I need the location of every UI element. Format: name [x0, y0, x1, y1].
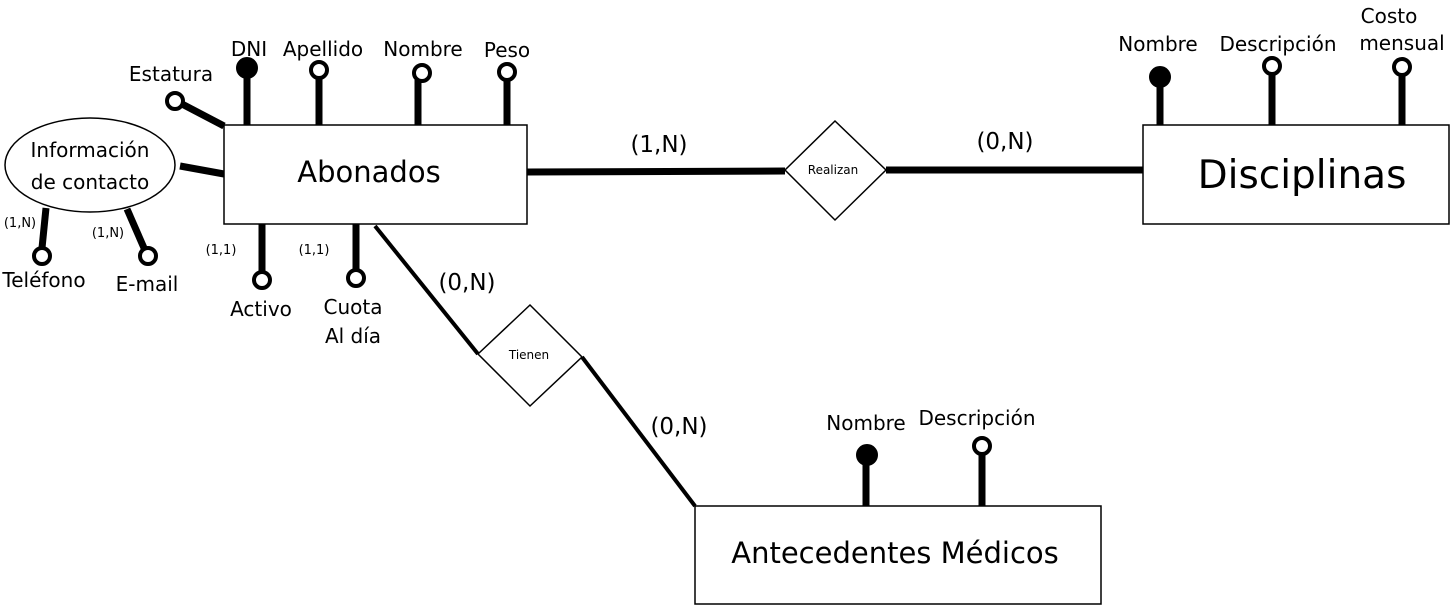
attribute-nombre-antecedente[interactable]: Nombre [826, 411, 905, 506]
key-marker-dni [238, 59, 256, 77]
attribute-nombre-abonado[interactable]: Nombre [383, 37, 462, 125]
entity-abonados[interactable]: Abonados [224, 125, 527, 224]
cardinality-abonados-realizan: (1,N) [630, 132, 687, 158]
cardinality-cuota: (1,1) [299, 243, 330, 258]
attribute-estatura-label: Estatura [129, 62, 213, 86]
attribute-descripcion-antecedente[interactable]: Descripción [918, 406, 1035, 506]
attribute-telefono[interactable]: (1,N) Teléfono [1, 208, 85, 292]
attribute-activo[interactable]: (1,1) Activo [206, 224, 292, 321]
attribute-costo-label-line1: Costo [1361, 4, 1418, 28]
key-marker-nombre-disciplina [1151, 68, 1169, 86]
cardinality-activo: (1,1) [206, 243, 237, 258]
attribute-peso-label: Peso [484, 38, 530, 62]
entity-abonados-label: Abonados [297, 155, 440, 189]
attribute-nombre-disciplina-label: Nombre [1118, 32, 1197, 56]
attribute-nombre-antecedente-label: Nombre [826, 411, 905, 435]
attribute-email-label: E-mail [116, 272, 179, 296]
attribute-apellido-label: Apellido [283, 37, 363, 61]
attribute-dni[interactable]: DNI [231, 37, 267, 125]
attribute-nombre-abonado-label: Nombre [383, 37, 462, 61]
key-marker-nombre-antecedente [858, 446, 876, 464]
attribute-peso[interactable]: Peso [484, 38, 530, 125]
cardinality-disciplinas-realizan: (0,N) [976, 129, 1033, 155]
attribute-descripcion-disciplina[interactable]: Descripción [1219, 32, 1336, 125]
connector-abonados-realizan [527, 171, 785, 172]
attribute-dni-label: DNI [231, 37, 267, 61]
attribute-apellido[interactable]: Apellido [283, 37, 363, 125]
attribute-cuota-label-line2: Al día [325, 324, 381, 348]
attribute-activo-label: Activo [230, 297, 292, 321]
entity-disciplinas[interactable]: Disciplinas [1143, 125, 1449, 224]
attribute-descripcion-antecedente-label: Descripción [918, 406, 1035, 430]
attribute-descripcion-disciplina-label: Descripción [1219, 32, 1336, 56]
relationship-tienen[interactable]: Tienen [478, 305, 582, 406]
relationship-tienen-label: Tienen [508, 348, 549, 362]
entity-antecedentes-medicos[interactable]: Antecedentes Médicos [695, 506, 1101, 604]
relationship-realizan[interactable]: Realizan [785, 121, 886, 220]
attribute-estatura[interactable]: Estatura [129, 62, 224, 126]
entity-antecedentes-label: Antecedentes Médicos [731, 536, 1059, 570]
cardinality-abonados-tienen: (0,N) [438, 270, 495, 296]
cardinality-telefono: (1,N) [4, 216, 36, 231]
attribute-cuota-label-line1: Cuota [324, 295, 383, 319]
attribute-nombre-disciplina[interactable]: Nombre [1118, 32, 1197, 125]
attribute-costo-label-line2: mensual [1359, 31, 1444, 55]
attribute-telefono-label: Teléfono [1, 268, 85, 292]
relationship-realizan-label: Realizan [808, 163, 858, 177]
composite-line2: de contacto [31, 170, 149, 194]
entity-disciplinas-label: Disciplinas [1198, 153, 1407, 198]
attribute-costo-mensual[interactable]: Costo mensual [1359, 4, 1444, 125]
attribute-cuota-al-dia[interactable]: (1,1) Cuota Al día [299, 224, 383, 348]
attribute-email[interactable]: (1,N) E-mail [92, 209, 179, 296]
cardinality-email: (1,N) [92, 226, 124, 241]
composite-line1: Información [31, 138, 150, 162]
cardinality-antecedentes-tienen: (0,N) [650, 414, 707, 440]
composite-informacion-contacto[interactable]: Información de contacto [5, 118, 224, 212]
